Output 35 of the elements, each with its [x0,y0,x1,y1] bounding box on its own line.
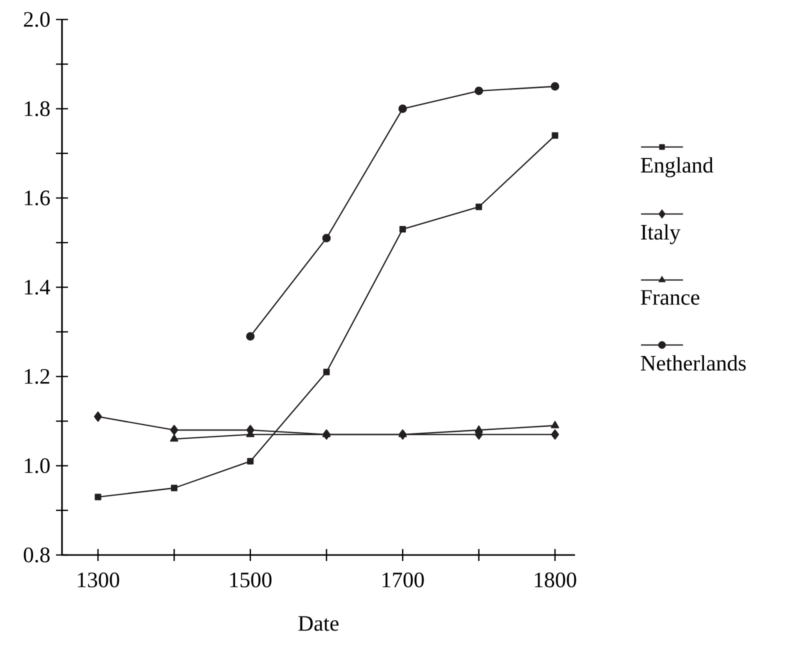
point [550,82,560,91]
point [550,420,560,428]
point [170,424,178,436]
y-tick-label: 2.0 [24,12,50,27]
legend-label: France [640,290,700,305]
point [550,429,560,440]
x-tick-label: 1700 [382,572,424,588]
y-tick-label: 1.2 [24,369,50,384]
y-tick-label: 1.4 [24,280,50,295]
point [94,494,102,500]
point [476,204,482,210]
point [398,104,407,113]
legend-label: Netherlands [640,355,746,371]
point [552,132,558,139]
point [474,86,484,96]
point [170,434,178,442]
x-tick-label: 1500 [230,572,272,588]
y-tick-label: 1.8 [24,101,50,116]
point [398,429,407,440]
y-tick-label: 0.8 [24,548,50,562]
point [322,234,331,242]
point [246,332,255,341]
point [322,429,331,440]
x-tick-label: 1800 [534,572,576,588]
point [247,458,254,465]
point [94,412,102,422]
point [323,368,330,376]
legend-label: England [640,157,714,178]
legend-label: Italy [641,224,680,244]
point [170,484,178,492]
y-tick-label: 1.0 [24,458,50,474]
x-axis-title: Date [298,616,339,631]
point [399,226,406,232]
y-tick-label: 1.6 [24,190,50,206]
x-tick-label: 1300 [78,572,120,588]
